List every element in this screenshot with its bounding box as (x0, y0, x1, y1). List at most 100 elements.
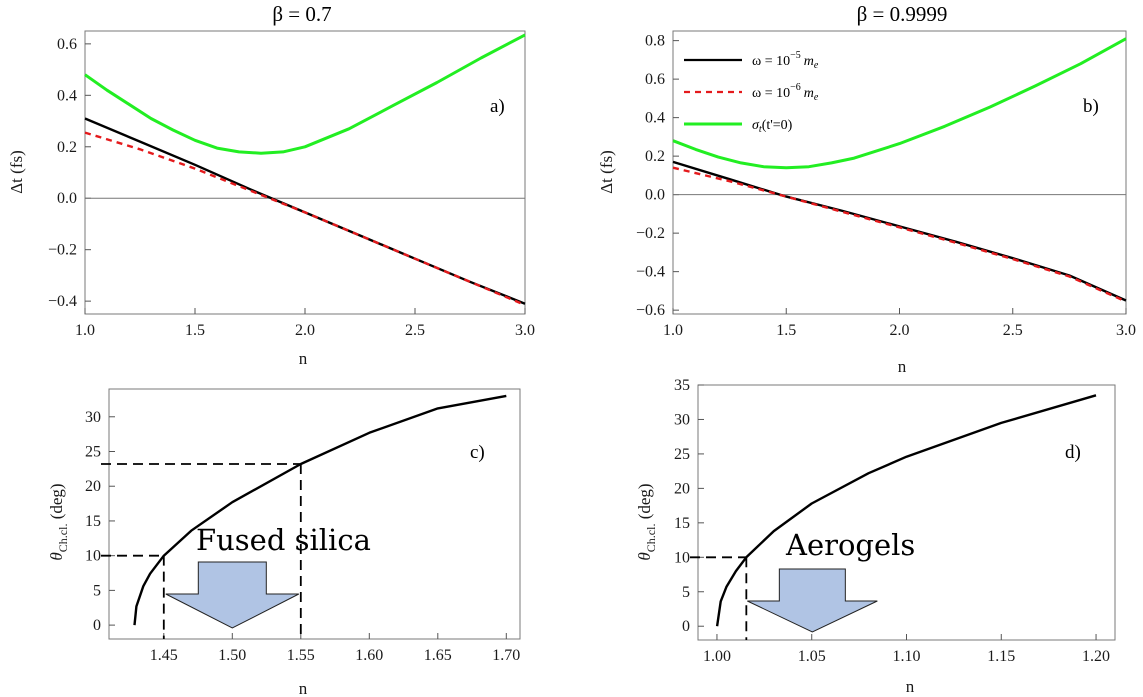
legend-prefix: ω = 10 (752, 54, 790, 69)
down-arrow-icon (165, 561, 300, 629)
y-tick-label: 25 (85, 444, 101, 461)
plot-frame-c (108, 388, 521, 640)
y-tick-label: 5 (93, 582, 101, 599)
y-tick-label: 0 (93, 617, 101, 634)
series-line-1 (84, 131, 526, 307)
x-tick-label: 1.15 (987, 648, 1015, 665)
y-tick-label: −0.4 (48, 293, 77, 310)
y-tick-label: 20 (674, 480, 690, 497)
y-axis-label-b: Δt (fs) (597, 150, 616, 194)
series-line-0 (133, 394, 507, 626)
x-axis-label-d: n (906, 677, 915, 696)
series-line-0 (672, 160, 1127, 302)
y-tick-label: 30 (85, 409, 101, 426)
legend-sub: e (814, 60, 819, 71)
y-tick-label: 10 (85, 548, 101, 565)
y-tick-label: 0 (682, 618, 690, 635)
panel-a: β = 0.7 −0.4 −0.2 0.0 0.2 0.4 0.6 1.0 1.5 2.0 2.5… (7, 2, 535, 368)
y-axis-label-a: Δt (fs) (7, 150, 26, 194)
legend-sup: −5 (790, 50, 801, 61)
y-axis-label-d: θCh.cl. (deg) (635, 483, 658, 560)
x-tick-label: 1.50 (218, 647, 246, 664)
panel-label-c: c) (470, 442, 485, 463)
x-tick-label: 1.70 (492, 647, 520, 664)
x-tick-label: 3.0 (515, 322, 535, 339)
y-tick-label: −0.2 (636, 225, 665, 242)
y-axis-label-c: θCh.cl. (deg) (47, 483, 70, 560)
legend-label: ω = 10−6 me (752, 82, 819, 103)
legend-suffix: (t'=0) (762, 118, 793, 133)
ylabel-main: θ (47, 552, 66, 560)
x-tick-label: 1.10 (893, 648, 921, 665)
series-line-1 (672, 166, 1127, 303)
legend-prefix: ω = 10 (752, 86, 790, 101)
legend-label: ω = 10−5 me (752, 50, 819, 71)
x-tick-label: 2.5 (405, 322, 425, 339)
panel-label-b: b) (1083, 96, 1099, 117)
legend-prefix: σ (752, 118, 760, 133)
y-axis-label-text: θCh.cl. (deg) (47, 483, 70, 560)
x-axis-label-c: n (299, 679, 308, 697)
y-tick-label: 0.2 (645, 148, 665, 165)
y-tick-label: 15 (85, 513, 101, 530)
series-line-0 (715, 394, 1097, 627)
y-axis-label-text: θCh.cl. (deg) (635, 483, 658, 560)
x-tick-label: 2.0 (890, 322, 910, 339)
title-a: β = 0.7 (272, 2, 331, 26)
y-tick-label: 0.0 (57, 190, 77, 207)
ylabel-sub: Ch.cl. (56, 524, 70, 553)
x-tick-label: 1.60 (355, 647, 383, 664)
x-axis-label-b: n (898, 357, 907, 376)
series-line-2 (672, 37, 1127, 170)
y-tick-label: 0.2 (57, 139, 77, 156)
annotation-d: Aerogels (785, 528, 915, 562)
y-tick-label: 0.6 (57, 36, 77, 53)
y-tick-label: −0.4 (636, 264, 665, 281)
x-tick-label: 3.0 (1116, 322, 1136, 339)
x-tick-label: 1.55 (287, 647, 315, 664)
ylabel-tail: (deg) (47, 483, 66, 523)
y-tick-label: 10 (674, 549, 690, 566)
legend-sup: −6 (790, 82, 801, 93)
x-tick-label: 1.65 (424, 647, 452, 664)
panel-d: 0 5 10 15 20 25 30 35 1.00 1.05 1.10 1.15 1.20 d) Ae… (635, 377, 1116, 696)
x-tick-label: 1.00 (703, 648, 731, 665)
y-tick-label: 0.8 (645, 33, 665, 50)
x-tick-label: 1.45 (150, 647, 178, 664)
y-tick-label: 0.6 (645, 71, 665, 88)
series-line-2 (84, 33, 526, 155)
x-axis-label-a: n (299, 349, 308, 368)
x-tick-label: 1.5 (776, 322, 796, 339)
panel-label-d: d) (1065, 442, 1081, 463)
y-tick-label: 0.4 (57, 87, 77, 104)
x-tick-label: 1.05 (798, 648, 826, 665)
x-tick-label: 1.0 (75, 322, 95, 339)
y-tick-label: 20 (85, 478, 101, 495)
plot-frame-a (84, 30, 526, 315)
down-arrow-icon (747, 568, 878, 633)
legend-sub: t (759, 124, 762, 135)
x-tick-label: 2.5 (1003, 322, 1023, 339)
x-tick-label: 1.20 (1082, 648, 1110, 665)
legend-label: σt(t'=0) (752, 118, 793, 135)
y-tick-label: 25 (674, 446, 690, 463)
y-tick-label: −0.2 (48, 242, 77, 259)
annotation-c: Fused silica (196, 523, 371, 557)
legend-suffix: m (804, 54, 814, 69)
y-tick-label: 0.4 (645, 110, 665, 127)
ylabel-tail: (deg) (635, 483, 654, 523)
ylabel-main: θ (635, 552, 654, 560)
x-tick-label: 1.0 (663, 322, 683, 339)
y-tick-label: 5 (682, 584, 690, 601)
y-tick-label: 30 (674, 411, 690, 428)
x-tick-label: 2.0 (295, 322, 315, 339)
ylabel-sub: Ch.cl. (644, 524, 658, 553)
panel-b: β = 0.9999 −0.6 −0.4 −0.2 0.0 0.2 0.4 0.6 0.8 1.… (597, 2, 1136, 376)
title-b: β = 0.9999 (857, 2, 948, 26)
legend-suffix: m (804, 86, 814, 101)
y-tick-label: 35 (674, 377, 690, 394)
x-tick-label: 1.5 (185, 322, 205, 339)
panel-label-a: a) (490, 96, 505, 117)
